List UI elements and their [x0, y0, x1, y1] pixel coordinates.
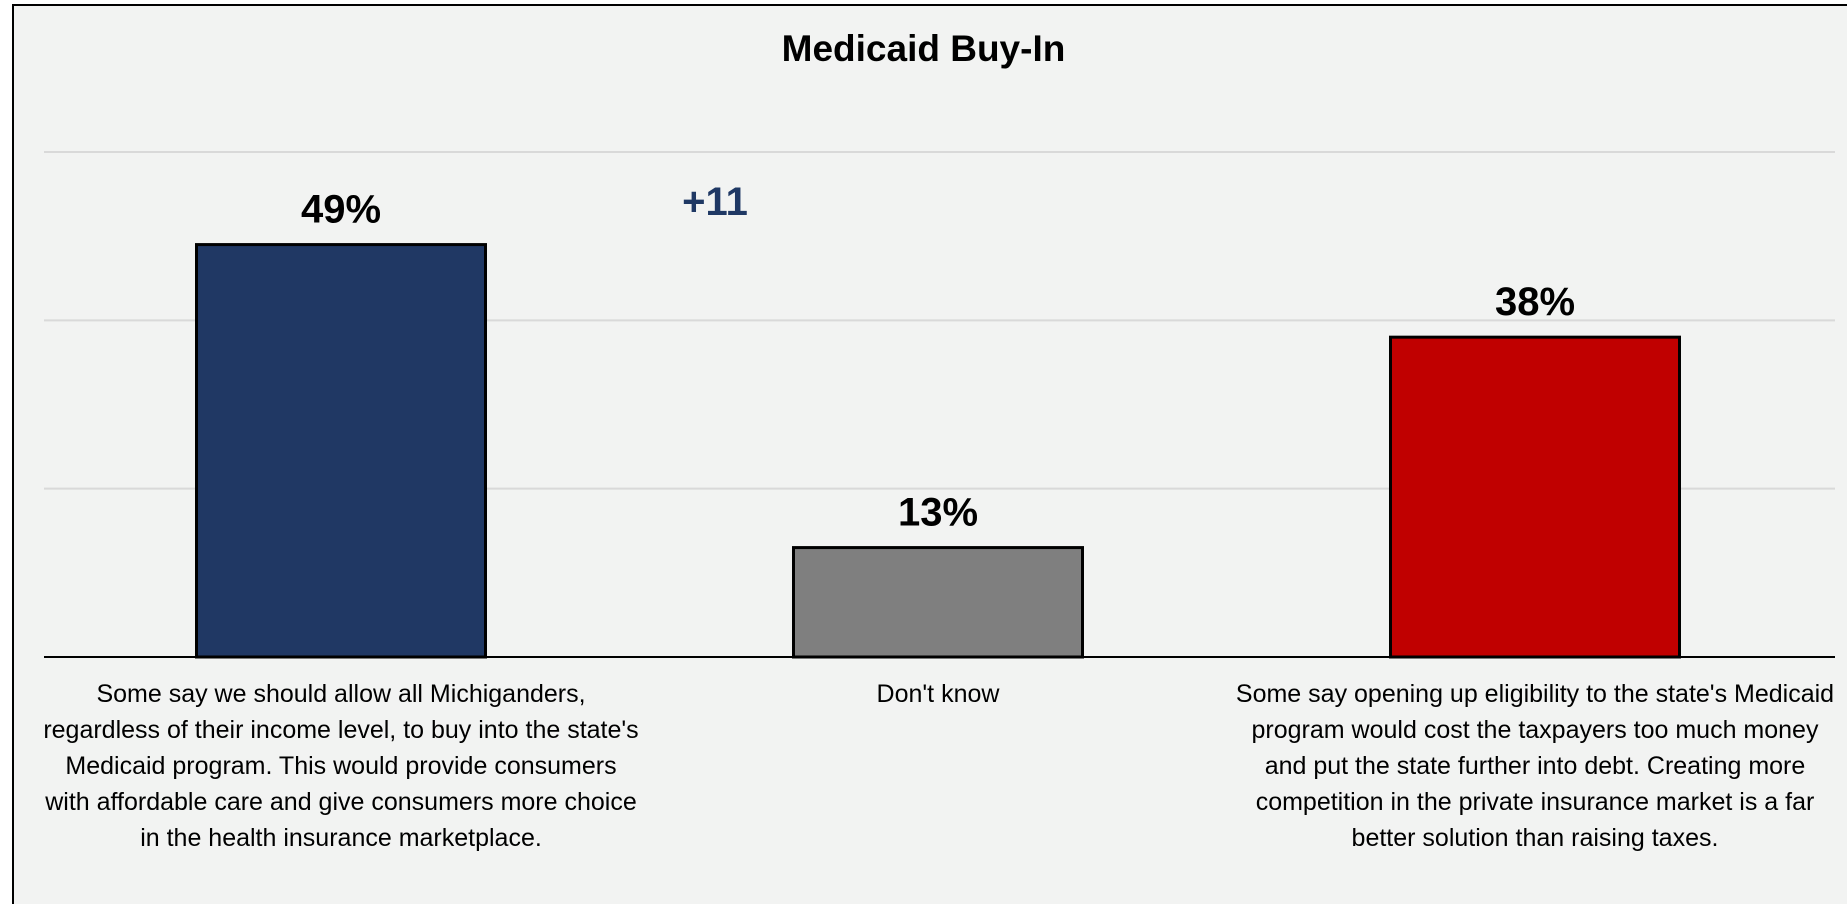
bar-2	[792, 546, 1084, 659]
difference-annotation: +11	[682, 180, 748, 224]
category-label-3: Some say opening up eligibility to the s…	[1235, 680, 1835, 852]
category-label-1: Some say we should allow all Michigander…	[43, 680, 639, 852]
value-label-2: 13%	[898, 491, 978, 535]
bar-1	[195, 243, 487, 659]
chart-title: Medicaid Buy-In	[781, 28, 1066, 69]
bar-3	[1389, 335, 1681, 659]
value-label-1: 49%	[301, 188, 381, 232]
category-label-2: Don't know	[876, 680, 1000, 708]
value-label-3: 38%	[1495, 280, 1575, 324]
